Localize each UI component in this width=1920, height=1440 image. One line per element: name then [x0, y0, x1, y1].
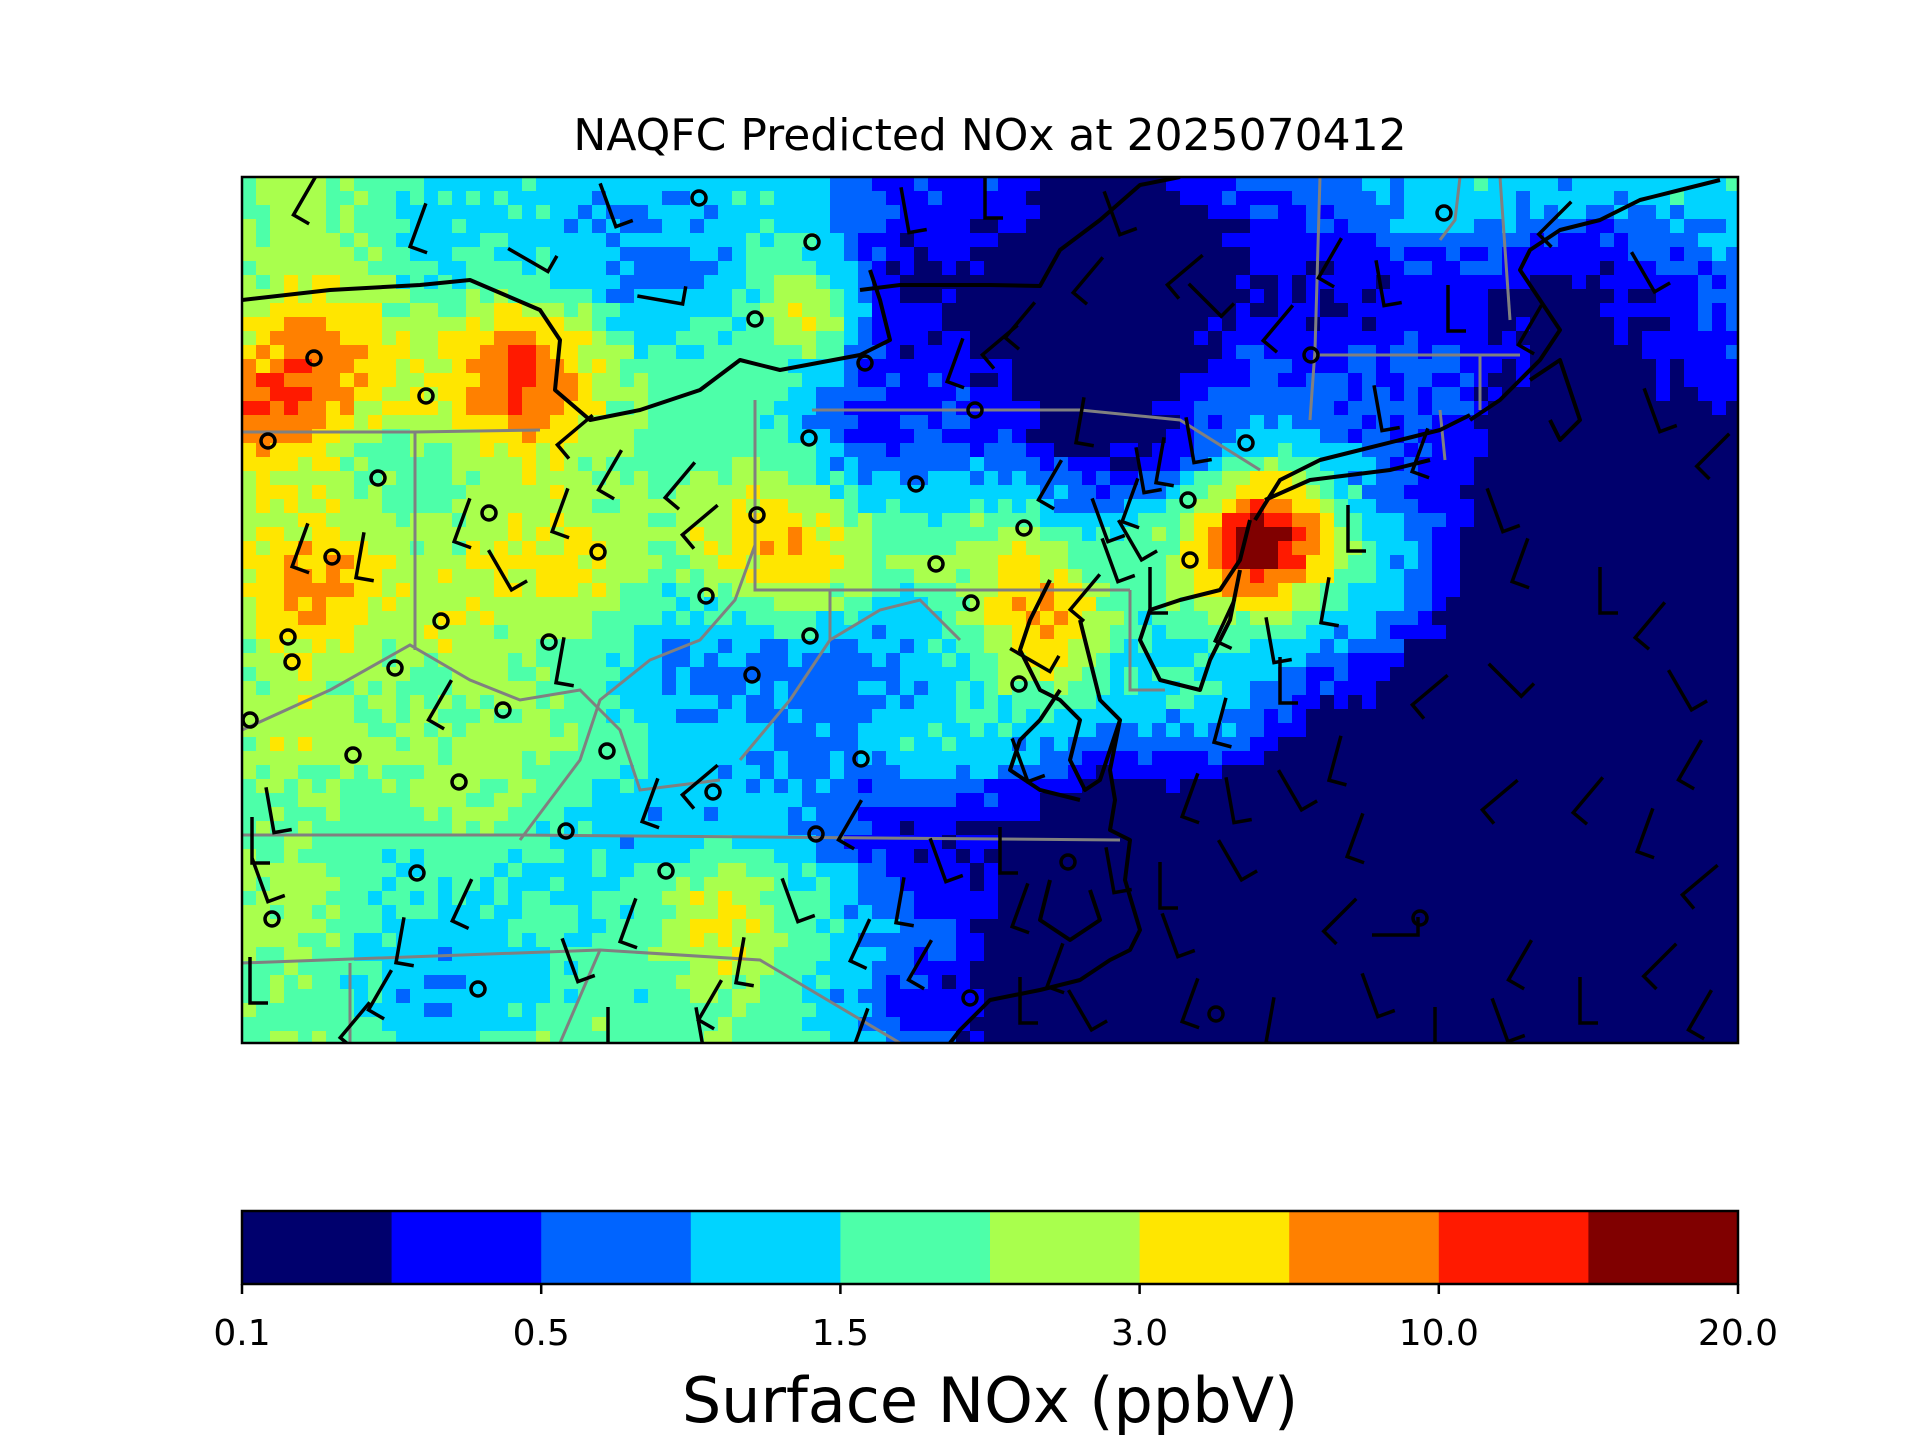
colorbar-swatch: [1438, 1211, 1589, 1284]
colorbar-swatch: [391, 1211, 542, 1284]
colorbar-swatch: [990, 1211, 1141, 1284]
colorbar-tick-label: 3.0: [1111, 1313, 1168, 1354]
nox-field: [242, 177, 1738, 1043]
colorbar-frame: [240, 1209, 1740, 1286]
colorbar: 0.1 0.5 1.5 3.0 10.0 20.0 Surface NOx (ppbV): [213, 1209, 1778, 1437]
colorbar-tick-label: 0.1: [213, 1313, 270, 1354]
monitor-sites: [242, 189, 1453, 1023]
map-frame: [240, 175, 1740, 1045]
wind-barbs: [248, 177, 1731, 1043]
colorbar-tick-label: 1.5: [812, 1313, 869, 1354]
state-boundaries: [242, 177, 1520, 1043]
figure-title: NAQFC Predicted NOx at 2025070412: [573, 110, 1406, 161]
map-panel: [242, 177, 1738, 1043]
colorbar-label: Surface NOx (ppbV): [682, 1364, 1298, 1437]
colorbar-swatch: [1588, 1211, 1739, 1284]
colorbar-swatch: [690, 1211, 841, 1284]
colorbar-swatch: [541, 1211, 692, 1284]
colorbar-swatch: [1139, 1211, 1290, 1284]
colorbar-swatch: [840, 1211, 991, 1284]
colorbar-swatch: [242, 1211, 393, 1284]
colorbar-tick-label: 10.0: [1399, 1313, 1479, 1354]
colorbar-swatch: [1289, 1211, 1440, 1284]
colorbar-tick-label: 20.0: [1698, 1313, 1778, 1354]
colorbar-tick-label: 0.5: [513, 1313, 570, 1354]
